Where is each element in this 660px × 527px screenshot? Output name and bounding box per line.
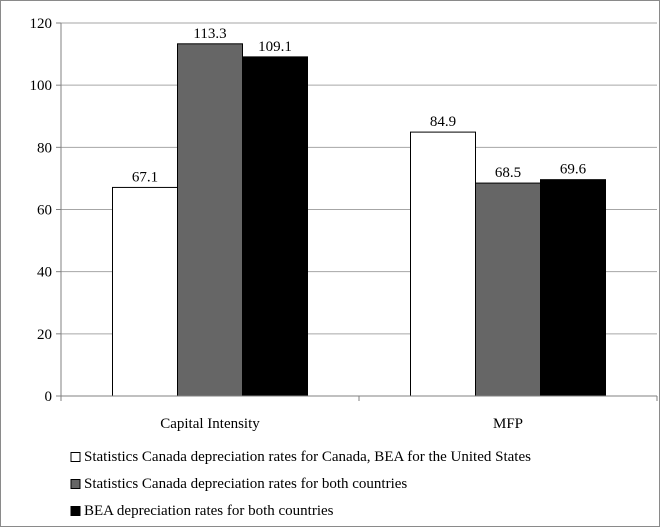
bar-2-series-3: [540, 179, 606, 397]
y-tick-label: 0: [45, 389, 53, 405]
legend-swatch-3: [70, 506, 81, 516]
y-tick-label: 40: [37, 265, 52, 281]
data-label: 68.5: [495, 165, 521, 181]
x-category-label: Capital Intensity: [160, 416, 260, 432]
bar-1-series-3: [242, 56, 308, 397]
legend-entry-3: BEA depreciation rates for both countrie…: [84, 503, 334, 519]
data-label: 109.1: [258, 39, 292, 55]
y-tick-label: 60: [37, 203, 52, 219]
data-label: 84.9: [430, 114, 456, 130]
labels: 0 20 40 60 80 100 120 67.1 113.3 109.1 Capital Int…: [30, 16, 587, 432]
bar-2-series-1: [410, 131, 476, 397]
y-tick-label: 80: [37, 140, 52, 156]
bars: [112, 43, 606, 397]
legend-swatch-1: [70, 452, 81, 462]
data-label: 113.3: [193, 26, 226, 42]
data-label: 69.6: [560, 162, 587, 178]
axes: [56, 22, 658, 401]
data-label: 67.1: [132, 169, 158, 185]
x-category-label: MFP: [493, 416, 523, 432]
y-tick-label: 120: [30, 16, 53, 32]
legend: Statistics Canada depreciation rates for…: [70, 449, 531, 519]
y-tick-label: 100: [30, 78, 53, 94]
bar-1-series-2: [177, 43, 243, 397]
legend-swatch-2: [70, 479, 81, 489]
bar-1-series-1: [112, 186, 178, 397]
legend-entry-1: Statistics Canada depreciation rates for…: [84, 449, 531, 465]
legend-entry-2: Statistics Canada depreciation rates for…: [84, 476, 407, 492]
bar-2-series-2: [475, 182, 541, 397]
y-tick-label: 20: [37, 327, 52, 343]
